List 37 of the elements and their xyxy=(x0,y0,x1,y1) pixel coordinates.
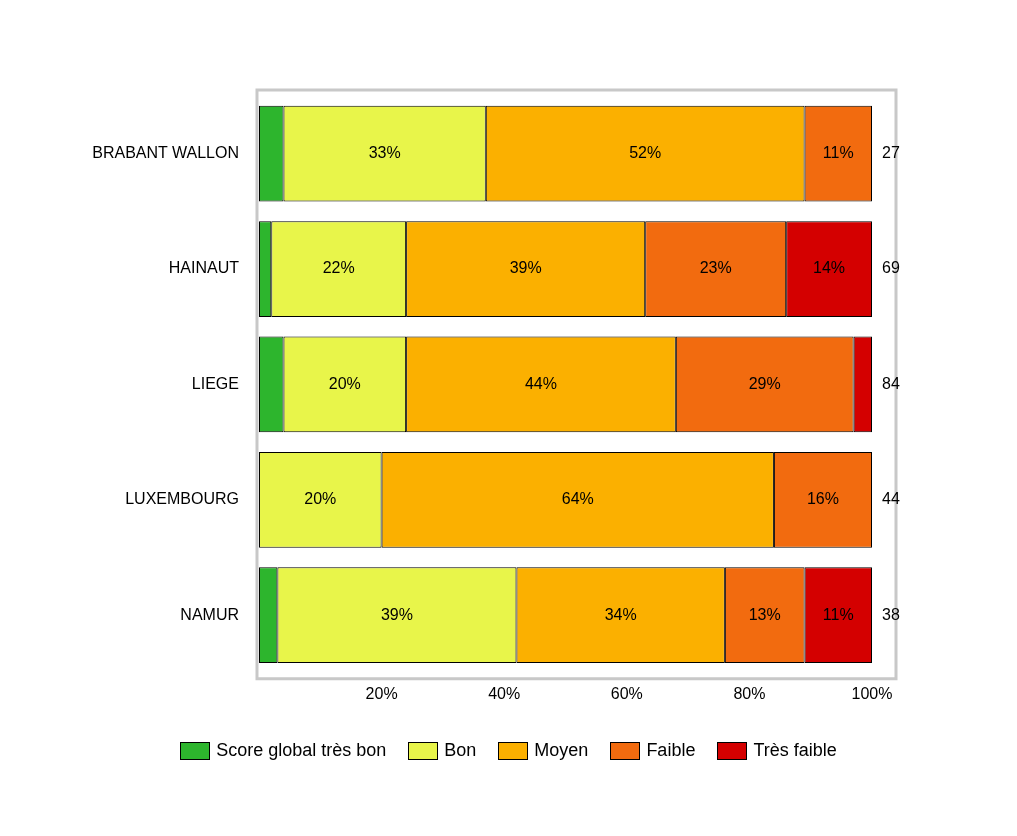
x-tick-label: 100% xyxy=(851,684,893,702)
data-label: 13% xyxy=(748,605,781,623)
data-label: 52% xyxy=(629,144,662,162)
data-label: 22% xyxy=(322,259,355,277)
data-label: 20% xyxy=(304,490,337,508)
legend-label: Bon xyxy=(444,740,477,761)
data-label: 11% xyxy=(822,144,854,162)
legend-label: Très faible xyxy=(753,740,837,761)
legend-label: Score global très bon xyxy=(216,740,387,761)
y-tick-label: LIEGE xyxy=(191,374,239,392)
x-tick-label: 20% xyxy=(365,684,398,702)
text: 84 xyxy=(882,374,900,392)
y-tick-label: HAINAUT xyxy=(168,259,240,277)
data-label: 39% xyxy=(380,605,413,623)
data-label: 14% xyxy=(813,259,846,277)
data-label: 23% xyxy=(699,259,732,277)
text: 69 xyxy=(882,259,900,277)
data-label: 39% xyxy=(509,259,542,277)
data-label: 34% xyxy=(604,605,637,623)
data-label: 44% xyxy=(524,374,557,392)
data-label: 20% xyxy=(328,374,361,392)
x-tick-label: 40% xyxy=(488,684,521,702)
data-label: 64% xyxy=(561,490,594,508)
text: 44 xyxy=(882,490,900,508)
y-tick-label: LUXEMBOURG xyxy=(125,490,239,508)
data-label: 33% xyxy=(368,144,401,162)
legend-label: Moyen xyxy=(534,740,589,761)
x-tick-label: 60% xyxy=(610,684,643,702)
data-label: 16% xyxy=(806,490,839,508)
text: 27 xyxy=(882,144,900,162)
data-label: 29% xyxy=(748,374,781,392)
y-tick-label: NAMUR xyxy=(180,605,239,623)
legend-label: Faible xyxy=(646,740,696,761)
data-label: 11% xyxy=(822,605,854,623)
x-tick-label: 80% xyxy=(733,684,766,702)
text: 38 xyxy=(882,605,900,623)
y-tick-label: BRABANT WALLON xyxy=(92,144,239,162)
